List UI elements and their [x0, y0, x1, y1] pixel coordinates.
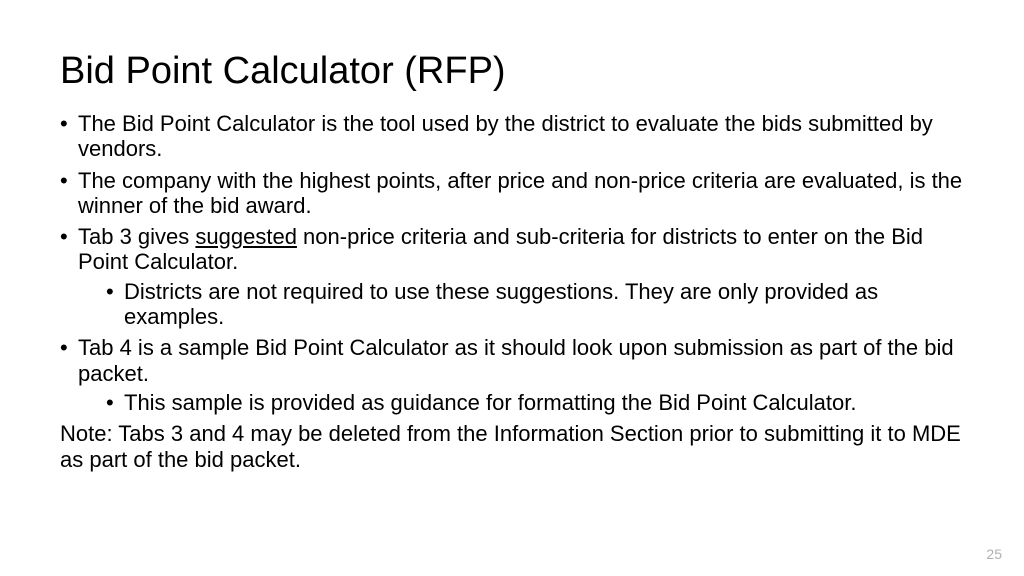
page-number: 25 — [986, 546, 1002, 562]
underlined-word: suggested — [195, 224, 297, 249]
slide-container: Bid Point Calculator (RFP) The Bid Point… — [0, 0, 1024, 576]
bullet-item: Tab 4 is a sample Bid Point Calculator a… — [60, 335, 964, 415]
bullet-text: Tab 4 is a sample Bid Point Calculator a… — [78, 335, 954, 385]
bullet-item: The company with the highest points, aft… — [60, 168, 964, 219]
sub-bullet-item: This sample is provided as guidance for … — [106, 390, 964, 415]
sub-bullet-item: Districts are not required to use these … — [106, 279, 964, 330]
bullet-item: The Bid Point Calculator is the tool use… — [60, 111, 964, 162]
slide-title: Bid Point Calculator (RFP) — [60, 50, 964, 93]
note-text: Note: Tabs 3 and 4 may be deleted from t… — [60, 421, 964, 472]
bullet-item: Tab 3 gives suggested non-price criteria… — [60, 224, 964, 329]
bullet-list: The Bid Point Calculator is the tool use… — [60, 111, 964, 415]
sub-bullet-list: This sample is provided as guidance for … — [78, 390, 964, 415]
bullet-text-pre: Tab 3 gives — [78, 224, 195, 249]
sub-bullet-list: Districts are not required to use these … — [78, 279, 964, 330]
